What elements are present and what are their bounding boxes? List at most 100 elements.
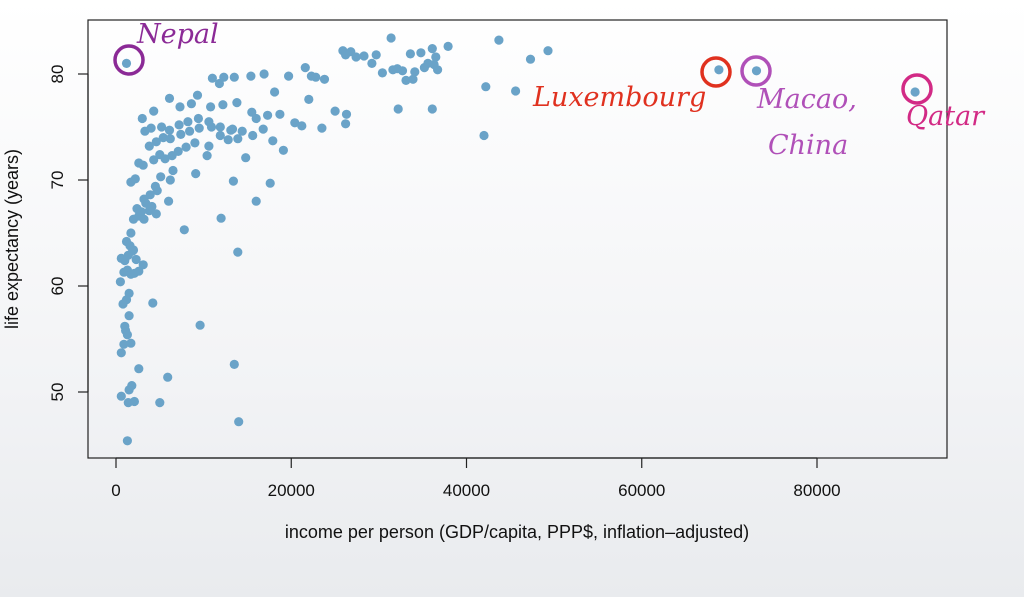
- data-point: [195, 320, 205, 330]
- data-point: [145, 190, 155, 200]
- annotation-nepal: Nepal: [113, 19, 219, 76]
- annotation-circle-qatar: [901, 73, 933, 105]
- data-point: [163, 372, 173, 382]
- data-point: [179, 225, 189, 235]
- data-point: [136, 207, 146, 217]
- data-point: [359, 51, 369, 61]
- data-point: [397, 66, 408, 76]
- data-point: [147, 201, 157, 212]
- data-point: [164, 196, 174, 206]
- x-tick-label: 80000: [793, 481, 840, 500]
- data-point: [433, 65, 443, 75]
- data-point: [150, 181, 160, 191]
- y-axis: 50 60 70 80: [48, 65, 89, 401]
- y-tick-label: 60: [48, 277, 67, 296]
- x-tick-label: 60000: [618, 481, 665, 500]
- data-point: [510, 86, 521, 96]
- data-point: [479, 130, 489, 141]
- data-point: [319, 74, 330, 84]
- data-point: [427, 104, 437, 114]
- data-point: [401, 75, 411, 85]
- data-point: [386, 33, 396, 43]
- data-point: [258, 124, 268, 134]
- data-point: [247, 107, 257, 117]
- x-axis: 0 20000 40000 60000 80000: [111, 457, 841, 500]
- data-point: [910, 87, 920, 97]
- data-point: [259, 69, 269, 79]
- y-tick-label: 70: [48, 171, 67, 190]
- data-point: [215, 130, 225, 141]
- annotation-circle-luxembourg: [700, 56, 732, 88]
- data-point: [129, 396, 139, 407]
- data-point: [341, 109, 352, 119]
- data-point: [207, 73, 217, 83]
- data-point: [241, 153, 251, 163]
- data-point: [121, 58, 132, 68]
- annotation-luxembourg: Luxembourg: [532, 56, 732, 113]
- data-point: [165, 175, 175, 185]
- data-point: [233, 134, 243, 144]
- data-point: [290, 118, 300, 128]
- data-point: [525, 54, 536, 64]
- data-point: [138, 160, 148, 170]
- data-point: [481, 82, 491, 92]
- data-point: [204, 141, 214, 151]
- data-point: [714, 65, 724, 75]
- x-tick-label: 40000: [443, 481, 490, 500]
- data-point: [427, 44, 437, 54]
- annotation-circle-nepal: [113, 44, 145, 76]
- data-point: [419, 63, 429, 73]
- data-point: [206, 102, 216, 112]
- data-point: [311, 72, 321, 82]
- data-point: [119, 339, 129, 349]
- data-point: [223, 135, 233, 145]
- data-point: [410, 67, 420, 77]
- data-point: [174, 120, 184, 130]
- data-point: [371, 50, 381, 60]
- data-point: [278, 145, 288, 155]
- annotation-label-luxembourg: Luxembourg: [532, 82, 706, 113]
- x-axis-title: income per person (GDP/capita, PPP$, inf…: [285, 522, 749, 542]
- data-point: [155, 398, 165, 408]
- data-point: [275, 109, 285, 119]
- data-point: [229, 72, 239, 82]
- data-point: [233, 247, 243, 257]
- data-point: [175, 102, 185, 112]
- data-point: [168, 165, 178, 176]
- data-point: [192, 90, 203, 100]
- data-point: [149, 106, 159, 116]
- data-point: [297, 121, 307, 131]
- x-tick-label: 20000: [268, 481, 315, 500]
- data-point: [216, 213, 226, 223]
- data-point: [304, 94, 314, 104]
- data-point: [165, 134, 175, 144]
- data-point: [164, 93, 175, 103]
- data-point: [228, 176, 238, 186]
- data-point: [134, 266, 144, 276]
- data-point: [116, 348, 126, 358]
- data-point: [128, 245, 139, 255]
- data-point: [351, 52, 361, 62]
- annotation-macao: Macao, China: [740, 55, 857, 161]
- data-point: [146, 123, 156, 133]
- data-point: [218, 100, 228, 110]
- data-point: [251, 196, 261, 206]
- y-axis-title: life expectancy (years): [2, 149, 22, 329]
- data-point: [268, 136, 278, 146]
- annotation-label-china: China: [768, 130, 848, 161]
- data-point: [126, 338, 136, 348]
- data-point: [122, 330, 132, 340]
- data-point: [124, 311, 134, 321]
- data-point: [219, 72, 229, 82]
- data-point: [181, 142, 191, 152]
- data-point: [116, 391, 126, 401]
- y-tick-label: 80: [48, 65, 67, 84]
- data-point: [183, 117, 193, 127]
- data-point: [204, 117, 214, 127]
- data-point: [157, 122, 167, 132]
- data-point: [130, 174, 140, 184]
- data-points: [115, 33, 920, 446]
- data-point: [160, 154, 170, 164]
- data-point: [494, 35, 504, 45]
